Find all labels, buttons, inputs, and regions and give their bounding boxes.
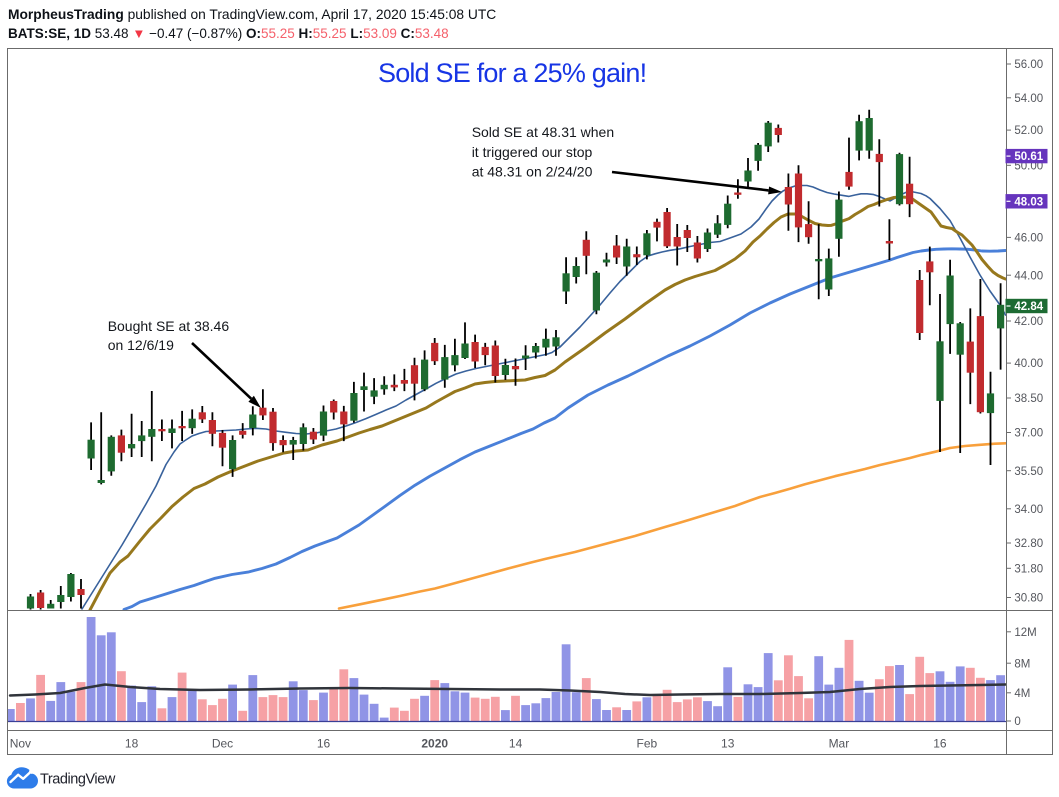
svg-text:0: 0: [1014, 716, 1020, 728]
svg-text:2020: 2020: [421, 736, 448, 750]
svg-text:54.00: 54.00: [1014, 93, 1043, 105]
svg-text:48.03: 48.03: [1014, 196, 1043, 208]
svg-text:30.80: 30.80: [1014, 593, 1043, 605]
svg-text:12M: 12M: [1014, 627, 1036, 639]
svg-text:50.61: 50.61: [1014, 151, 1043, 163]
svg-text:40.00: 40.00: [1014, 358, 1043, 370]
svg-text:32.80: 32.80: [1014, 538, 1043, 550]
svg-text:Dec: Dec: [212, 736, 233, 750]
svg-text:MorpheusTrading published on T: MorpheusTrading published on TradingView…: [8, 7, 496, 22]
svg-text:18: 18: [125, 736, 139, 750]
svg-text:37.00: 37.00: [1014, 428, 1043, 440]
svg-text:42.00: 42.00: [1014, 316, 1043, 328]
svg-text:38.50: 38.50: [1014, 393, 1043, 405]
svg-text:56.00: 56.00: [1014, 59, 1043, 71]
svg-text:13: 13: [721, 736, 735, 750]
svg-text:42.84: 42.84: [1014, 301, 1043, 313]
svg-text:Mar: Mar: [829, 736, 850, 750]
svg-text:46.00: 46.00: [1014, 233, 1043, 245]
svg-text:44.00: 44.00: [1014, 270, 1043, 282]
svg-text:16: 16: [933, 736, 947, 750]
svg-text:Sold SE for a 25% gain!: Sold SE for a 25% gain!: [378, 58, 646, 88]
svg-text:BATS:SE, 1D 53.48 ▼ −0.47 (−0: BATS:SE, 1D 53.48 ▼ −0.47 (−0.87%) O:55.…: [8, 26, 449, 41]
svg-text:31.80: 31.80: [1014, 563, 1043, 575]
svg-text:TradingView: TradingView: [40, 771, 116, 787]
svg-text:Feb: Feb: [637, 736, 658, 750]
svg-text:52.00: 52.00: [1014, 125, 1043, 137]
svg-text:14: 14: [509, 736, 523, 750]
svg-text:Nov: Nov: [10, 736, 31, 750]
svg-text:34.00: 34.00: [1014, 504, 1043, 516]
svg-text:16: 16: [317, 736, 331, 750]
svg-text:50.00: 50.00: [1014, 160, 1043, 172]
svg-text:4M: 4M: [1014, 688, 1030, 700]
svg-text:8M: 8M: [1014, 658, 1030, 670]
svg-text:35.50: 35.50: [1014, 466, 1043, 478]
